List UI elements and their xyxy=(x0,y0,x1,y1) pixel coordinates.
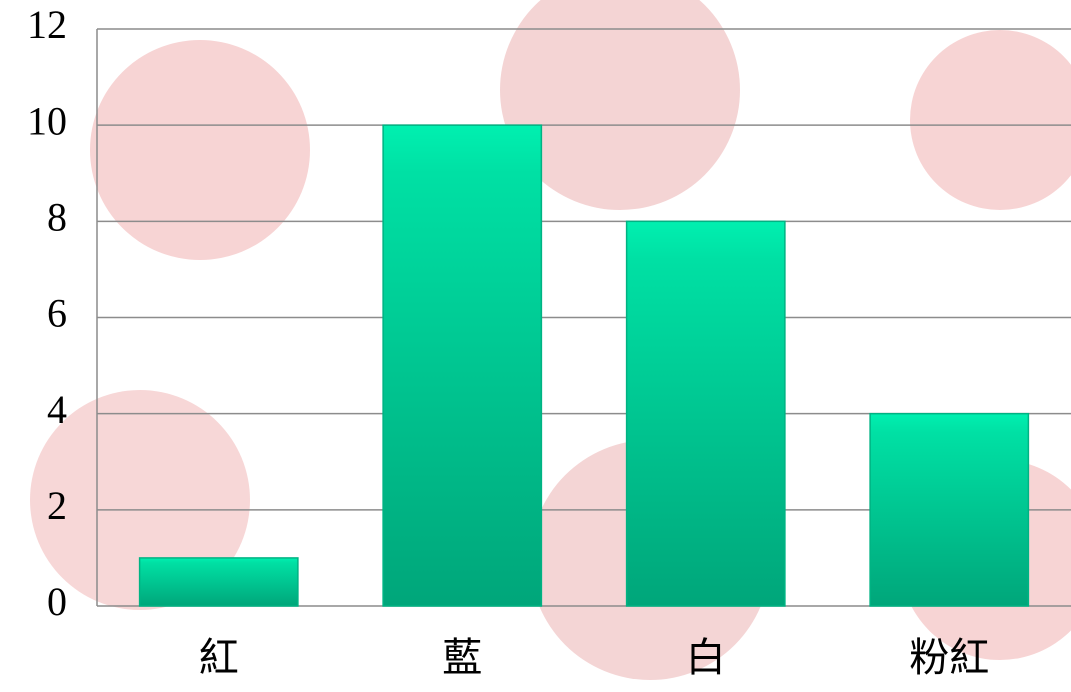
bar xyxy=(627,221,785,606)
y-tick-label: 0 xyxy=(47,579,67,624)
chart: 0 2 4 6 8 10 12 紅 藍 白 粉紅 xyxy=(0,0,1071,692)
y-tick-label: 12 xyxy=(27,2,67,47)
bar xyxy=(870,414,1028,606)
bar xyxy=(140,558,298,606)
x-tick-label: 紅 xyxy=(199,635,239,680)
y-tick-label: 6 xyxy=(47,291,67,336)
x-tick-label: 白 xyxy=(686,635,726,680)
x-tick-label: 藍 xyxy=(442,635,482,680)
y-tick-label: 8 xyxy=(47,195,67,240)
x-tick-label: 粉紅 xyxy=(909,635,989,680)
bar xyxy=(383,125,541,606)
y-tick-label: 2 xyxy=(47,483,67,528)
y-tick-label: 4 xyxy=(47,387,67,432)
y-tick-label: 10 xyxy=(27,98,67,143)
